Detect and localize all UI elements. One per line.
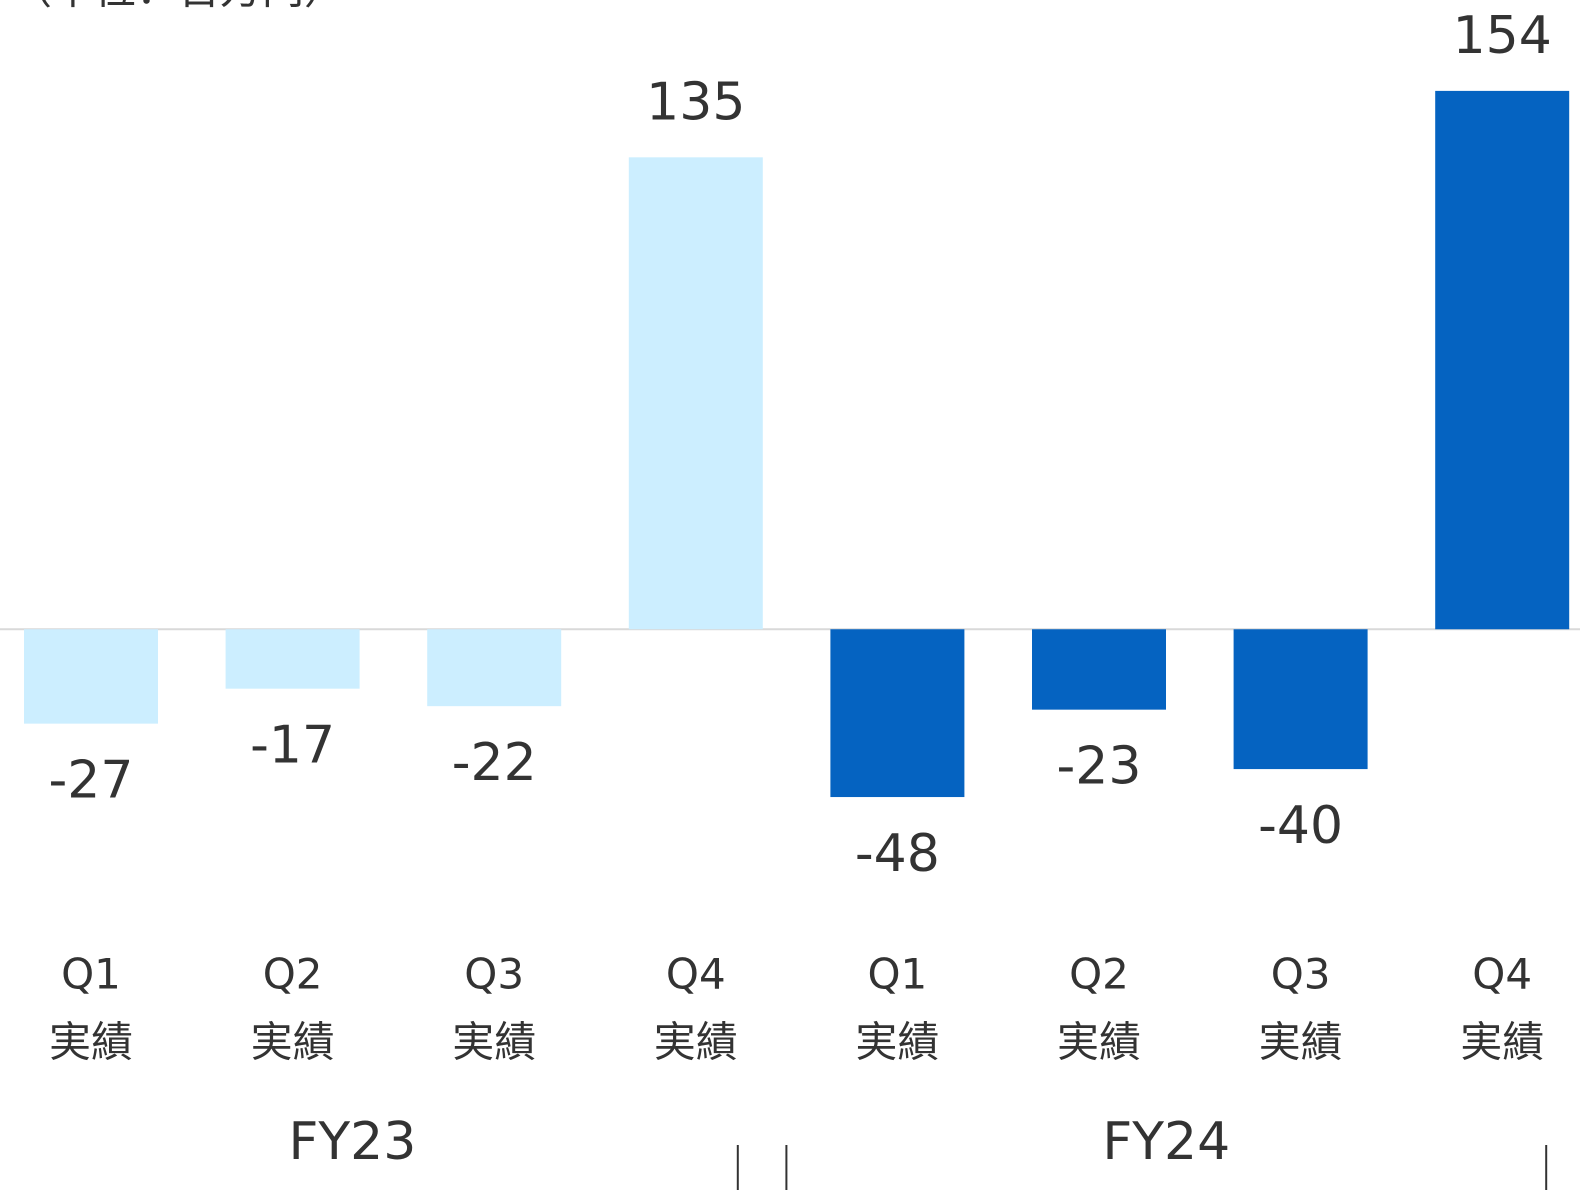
data-label: -48 xyxy=(855,824,940,884)
x-tick-label: Q3 xyxy=(1271,950,1331,999)
x-tick-sublabel: 実績 xyxy=(1460,1018,1544,1067)
x-tick-sublabel: 実績 xyxy=(1259,1018,1343,1067)
bar xyxy=(1435,90,1570,630)
x-tick-label: Q1 xyxy=(61,950,121,999)
x-tick-sublabel: 実績 xyxy=(251,1018,335,1067)
x-tick-sublabel: 実績 xyxy=(1057,1018,1141,1067)
unit-label: （単位：百万円） xyxy=(10,0,346,14)
x-tick-sublabel: 実績 xyxy=(49,1018,133,1067)
bar xyxy=(225,629,360,689)
x-tick-label: Q2 xyxy=(263,950,323,999)
x-tick-sublabel: 実績 xyxy=(452,1018,536,1067)
bar xyxy=(427,629,562,707)
x-tick-label: Q2 xyxy=(1069,950,1129,999)
x-tick-label: Q1 xyxy=(868,950,928,999)
x-tick-sublabel: 実績 xyxy=(855,1018,939,1067)
data-label: -27 xyxy=(49,751,134,811)
data-label: -23 xyxy=(1057,737,1142,797)
bar xyxy=(628,157,763,630)
x-tick-label: Q4 xyxy=(1472,950,1532,999)
group-label: FY24 xyxy=(1102,1112,1230,1172)
bar xyxy=(24,629,158,724)
bar xyxy=(1032,629,1166,710)
x-tick-sublabel: 実績 xyxy=(654,1018,738,1067)
data-label: 154 xyxy=(1453,6,1552,66)
x-tick-label: Q4 xyxy=(666,950,726,999)
data-label: -17 xyxy=(250,716,335,776)
data-label: -40 xyxy=(1258,796,1343,856)
data-label: -22 xyxy=(452,733,537,793)
group-label: FY23 xyxy=(288,1112,416,1172)
bar xyxy=(1233,629,1368,770)
data-label: 135 xyxy=(646,72,745,132)
bar xyxy=(830,629,965,798)
x-tick-label: Q3 xyxy=(464,950,524,999)
